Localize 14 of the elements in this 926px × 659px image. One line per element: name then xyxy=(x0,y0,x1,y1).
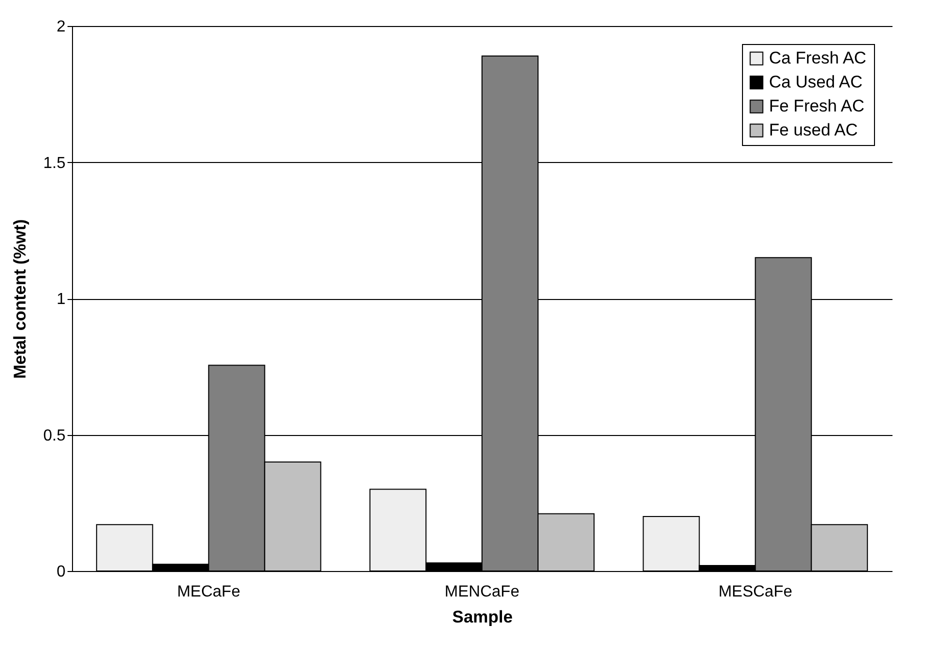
legend-label: Ca Used AC xyxy=(769,72,863,92)
legend-label: Fe used AC xyxy=(769,120,858,140)
y-tick-label: 0 xyxy=(56,564,66,580)
y-tick-label: 2 xyxy=(56,18,66,36)
y-tick-label: 1 xyxy=(56,291,66,308)
x-axis-title: Sample xyxy=(452,608,513,626)
y-tick-label: 1.5 xyxy=(43,154,66,172)
x-tick-label: MECaFe xyxy=(177,584,240,600)
x-tick-label: MESCaFe xyxy=(718,584,792,600)
legend-label: Fe Fresh AC xyxy=(769,96,864,116)
y-tick-label: 0.5 xyxy=(43,427,66,444)
x-tick-label: MENCaFe xyxy=(444,584,520,600)
y-axis-title: Metal content (%wt) xyxy=(10,219,30,379)
legend-label: Ca Fresh AC xyxy=(769,48,866,68)
